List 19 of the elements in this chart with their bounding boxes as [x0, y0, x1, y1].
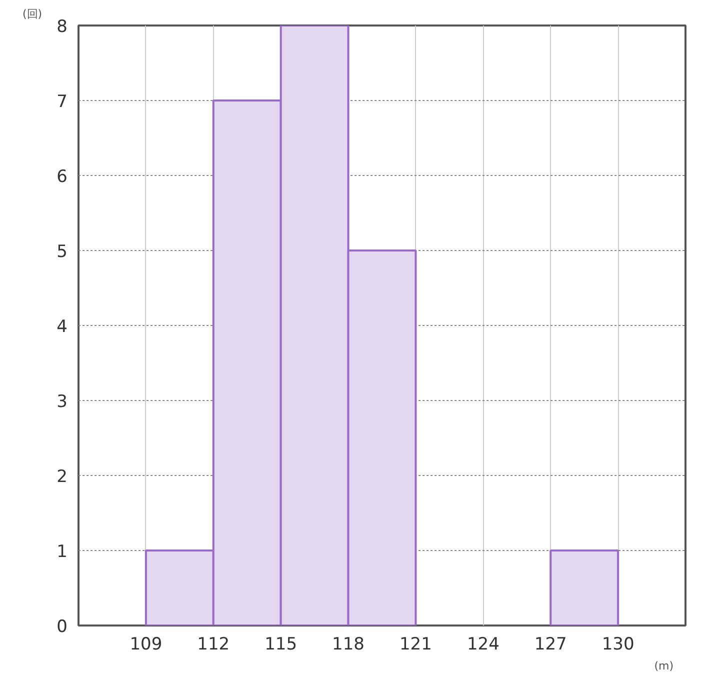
y-tick-label: 4: [56, 317, 68, 337]
y-tick-label: 2: [56, 467, 68, 487]
x-tick-label: 121: [400, 634, 432, 654]
x-tick-label: 112: [197, 634, 230, 654]
y-tick-label: 3: [56, 392, 68, 412]
x-tick-label: 127: [534, 634, 567, 654]
y-tick-label: 7: [56, 92, 68, 112]
y-tick-label: 6: [56, 167, 68, 187]
x-tick-label: 118: [332, 634, 365, 654]
y-tick-label: 8: [56, 17, 68, 37]
y-axis-title: (回): [22, 8, 42, 20]
x-tick-label: 124: [466, 634, 500, 654]
x-tick-label: 130: [602, 634, 634, 654]
x-tick-label: 115: [264, 634, 298, 654]
x-axis-title: (m): [654, 660, 674, 672]
y-tick-label: 5: [56, 242, 68, 262]
y-tick-label: 0: [56, 617, 68, 637]
y-tick-label: 1: [56, 542, 68, 562]
x-tick-label: 109: [130, 634, 162, 654]
